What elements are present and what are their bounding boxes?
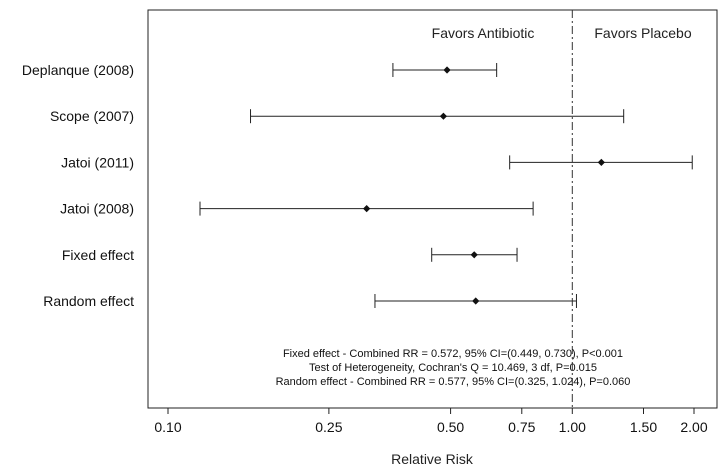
- point-estimate-marker: [363, 205, 371, 213]
- favor-right-label: Favors Placebo: [594, 25, 691, 41]
- point-estimate-marker: [597, 158, 605, 166]
- study-label: Deplanque (2008): [22, 62, 134, 78]
- note-fixed-effect: Fixed effect - Combined RR = 0.572, 95% …: [283, 348, 623, 360]
- study-row: Deplanque (2008): [22, 62, 498, 78]
- point-estimate-marker: [472, 297, 480, 305]
- study-row: Jatoi (2011): [61, 154, 693, 170]
- x-axis-title: Relative Risk: [391, 451, 474, 467]
- study-label: Scope (2007): [50, 108, 134, 124]
- point-estimate-marker: [470, 251, 478, 259]
- x-tick-label: 0.10: [154, 419, 181, 435]
- study-row: Jatoi (2008): [60, 201, 534, 217]
- favor-left-label: Favors Antibiotic: [432, 25, 535, 41]
- study-label: Fixed effect: [62, 247, 134, 263]
- study-label: Jatoi (2008): [60, 201, 134, 217]
- summary-notes: Fixed effect - Combined RR = 0.572, 95% …: [276, 348, 631, 388]
- x-tick-label: 1.00: [559, 419, 586, 435]
- x-tick-label: 1.50: [630, 419, 657, 435]
- study-row: Random effect: [43, 293, 577, 309]
- study-label: Jatoi (2011): [61, 154, 134, 170]
- note-heterogeneity: Test of Heterogeneity, Cochran's Q = 10.…: [309, 362, 597, 374]
- study-label: Random effect: [43, 293, 134, 309]
- point-estimate-marker: [443, 66, 451, 74]
- x-tick-label: 2.00: [680, 419, 707, 435]
- plot-frame: [147, 9, 718, 409]
- x-tick-label: 0.50: [437, 419, 464, 435]
- study-row: Fixed effect: [62, 247, 518, 263]
- study-rows: Deplanque (2008) Scope (2007) Jatoi (2011)…: [22, 62, 693, 309]
- x-tick-label: 0.25: [315, 419, 342, 435]
- x-axis: 0.10 0.25 0.50 0.75 1.00 1.50 2.00: [154, 408, 708, 435]
- point-estimate-marker: [439, 112, 448, 120]
- x-tick-label: 0.75: [508, 419, 535, 435]
- note-random-effect: Random effect - Combined RR = 0.577, 95%…: [276, 376, 631, 388]
- study-row: Scope (2007): [50, 108, 625, 124]
